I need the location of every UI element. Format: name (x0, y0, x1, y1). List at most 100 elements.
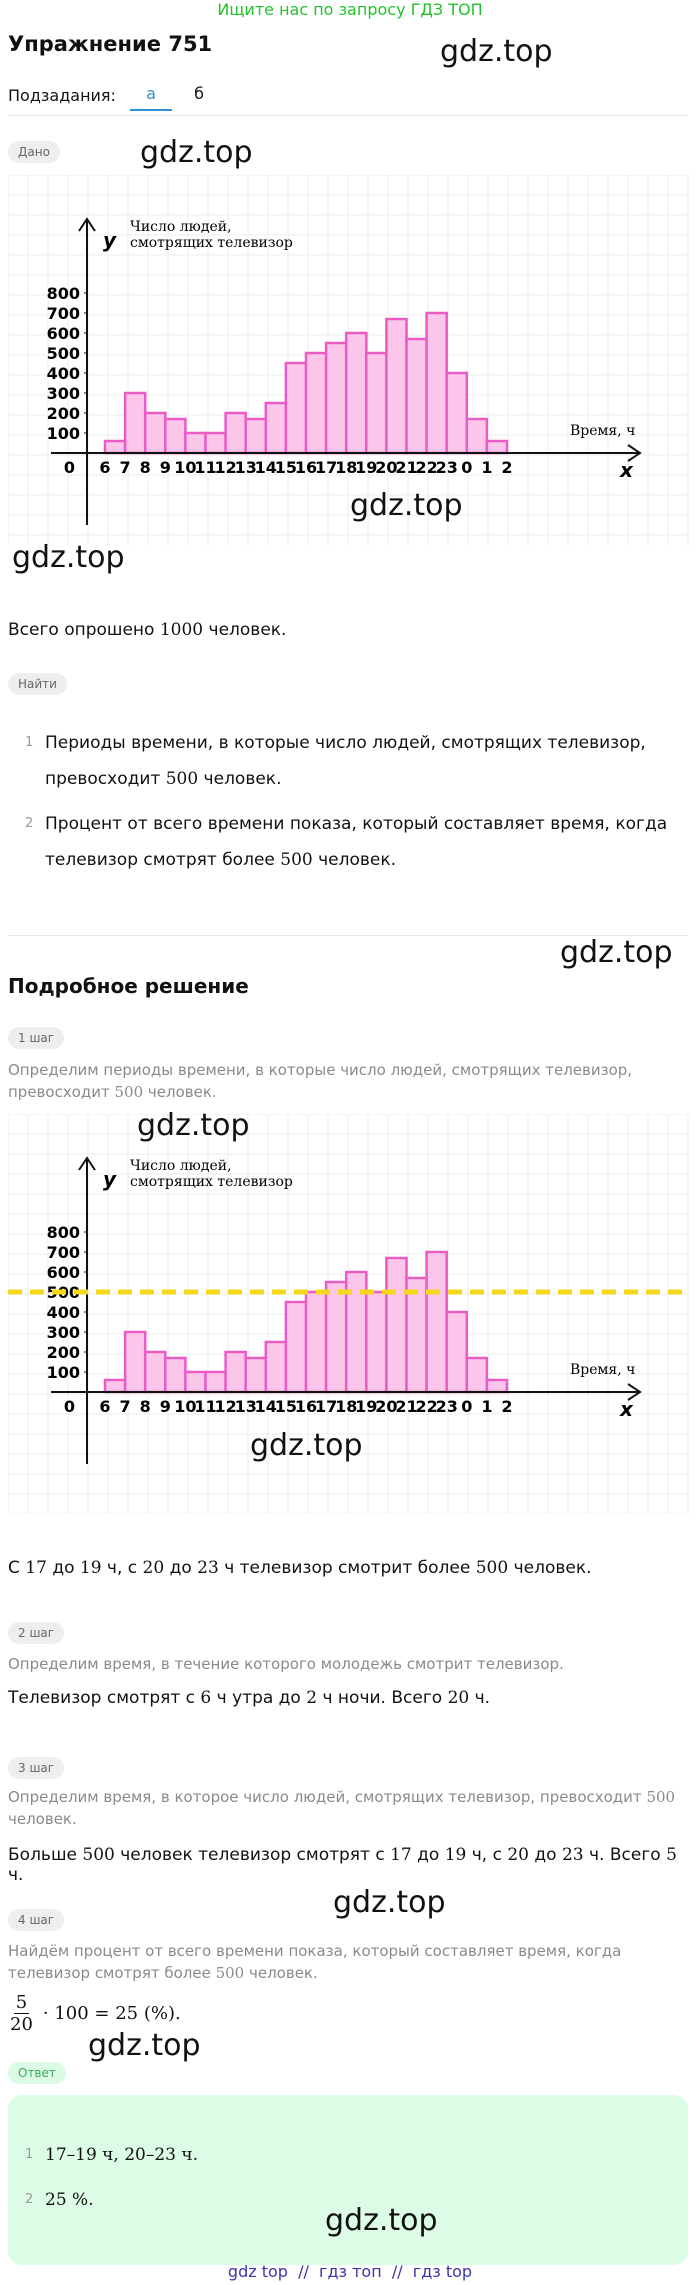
section-label: Дано (8, 141, 60, 163)
answer-text: 25 %. (45, 2190, 94, 2210)
subtasks-label: Подзадания: (8, 86, 116, 105)
math: 5 (666, 1845, 677, 1865)
math: 500 (82, 1845, 115, 1865)
y-caption: смотрящих телевизор (130, 235, 293, 251)
answer-box (8, 2095, 688, 2265)
list-text: Периоды времени, в которые число людей, … (45, 725, 675, 797)
tab[interactable]: б (194, 84, 204, 103)
y-tick-label: 800 (47, 1223, 80, 1242)
list-item: 2 Процент от всего времени показа, которы… (25, 806, 675, 878)
list-number: 1 (25, 2147, 34, 2162)
bar (365, 351, 388, 455)
text: Телевизор смотрят с (8, 1688, 201, 1708)
text: ч, с (101, 1558, 143, 1578)
x-tick-label: 14 (255, 1397, 277, 1416)
watermark: gdz.top (333, 1885, 446, 1920)
text: Больше (8, 1845, 83, 1865)
y-arrow (78, 217, 96, 232)
x-tick-label: 21 (395, 458, 417, 477)
x-tick-label: 18 (335, 458, 357, 477)
math: 23 (197, 1558, 219, 1578)
bar (465, 417, 489, 455)
bar (204, 431, 227, 455)
math: 500 (215, 1964, 245, 1982)
x-tick-label: 8 (140, 458, 151, 477)
x-tick-label: 2 (501, 458, 512, 477)
math: 19 (79, 1558, 102, 1578)
x-tick-label: 2 (501, 1397, 512, 1416)
x-caption: Время, ч (570, 423, 635, 439)
divider (8, 935, 688, 936)
text: до (46, 1558, 80, 1578)
bar (445, 1310, 469, 1394)
x-tick-label: 7 (120, 1397, 131, 1416)
bar (425, 311, 448, 455)
text: человек. (198, 769, 282, 789)
x-tick-label: 1 (481, 1397, 492, 1416)
y-tick-label: 100 (47, 1363, 80, 1382)
step-note: Найдём процент от всего времени показа, … (8, 1940, 688, 1984)
y-axis-label: y (103, 1167, 117, 1191)
answer-item: 1 17–19 ч, 20–23 ч. (25, 2137, 675, 2173)
y-caption: смотрящих телевизор (130, 1174, 293, 1190)
text: Всего опрошено (8, 620, 160, 640)
section-label: Найти (8, 673, 67, 695)
text: Периоды времени, в которые число людей, … (45, 733, 646, 789)
math: 6 (200, 1688, 212, 1708)
text: Определим время, в которое число людей, … (8, 1788, 647, 1806)
bar (143, 1350, 167, 1394)
text: ч телевизор смотрит более (218, 1558, 476, 1578)
footer: gdz top // гдз топ // гдз top (227, 2262, 473, 2281)
bar (164, 1356, 187, 1394)
math: 500 (165, 769, 199, 789)
text: до (164, 1558, 198, 1578)
y-tick-label: 800 (47, 284, 80, 303)
step-label: 4 шаг (8, 1909, 65, 1931)
x-tick-label: 14 (255, 458, 277, 477)
step-label: 1 шаг (8, 1027, 65, 1049)
text: Определим время, в течение которого моло… (8, 1655, 564, 1673)
step-result: С 17 до 19 ч, с 20 до 23 ч телевизор смо… (8, 1558, 688, 1578)
y-tick-label: 600 (47, 324, 80, 343)
x-tick-label: 19 (355, 1397, 377, 1416)
bar (405, 337, 428, 455)
x-tick-label: 8 (140, 1397, 151, 1416)
math: 20 (447, 1688, 470, 1708)
text: до (529, 1845, 562, 1865)
divider (8, 115, 688, 116)
watermark: gdz.top (88, 2028, 201, 2063)
tab[interactable]: а (130, 84, 172, 111)
math: 500 (114, 1083, 144, 1101)
y-tick-label: 400 (47, 364, 80, 383)
bar (304, 1290, 328, 1394)
x-tick-label: 23 (436, 458, 458, 477)
x-tick-label: 12 (214, 458, 236, 477)
math: 500 (646, 1788, 676, 1806)
watermark: gdz.top (12, 540, 125, 575)
watermark: gdz.top (325, 2203, 438, 2238)
bar (284, 361, 308, 455)
bar (485, 1378, 509, 1394)
y-axis-label: y (103, 228, 117, 252)
math: 2 (306, 1688, 318, 1708)
y-tick-label: 700 (47, 304, 80, 323)
answer-text: 17–19 ч, 20–23 ч. (45, 2145, 199, 2165)
x-tick-label: 15 (275, 458, 297, 477)
x-tick-label: 18 (335, 1397, 357, 1416)
step-result: Телевизор смотрят с 6 ч утра до 2 ч ночи… (8, 1688, 688, 1708)
bar (425, 1250, 448, 1394)
y-caption: Число людей, (130, 1158, 232, 1174)
x-tick-label: 0 (461, 1397, 472, 1416)
y-tick-label: 400 (47, 1303, 80, 1322)
x-tick-label: 22 (415, 458, 437, 477)
list-item: 1 Периоды времени, в которые число людей,… (25, 725, 675, 797)
step-note: Определим время, в течение которого моло… (8, 1653, 688, 1675)
bar (465, 1356, 489, 1394)
x-axis-label: x (619, 1397, 634, 1421)
bar (224, 411, 247, 455)
bar (244, 417, 268, 455)
x-tick-label: 12 (214, 1397, 236, 1416)
y-tick-label: 200 (47, 404, 80, 423)
x-tick-label: 19 (355, 458, 377, 477)
